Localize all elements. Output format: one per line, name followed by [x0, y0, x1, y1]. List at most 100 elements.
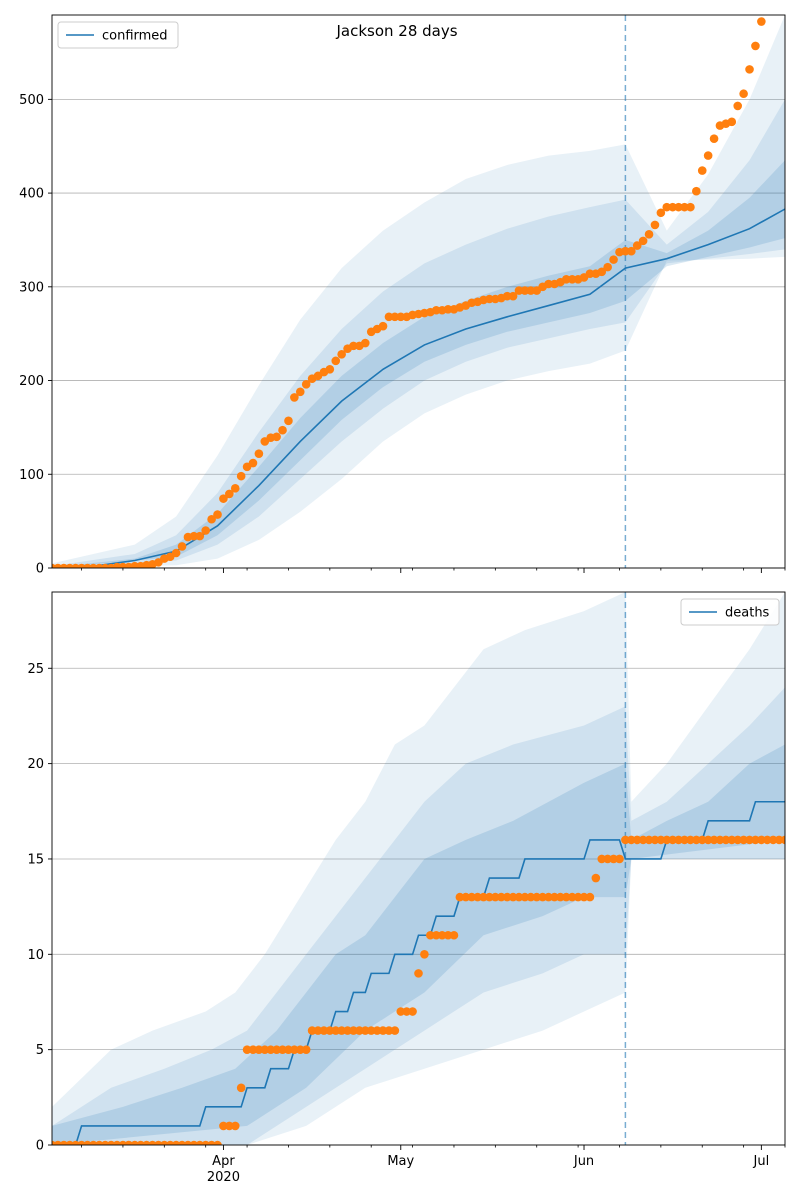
- data-point: [343, 1026, 352, 1035]
- data-point: [561, 275, 571, 284]
- y-tick-label: 0: [36, 1139, 44, 1154]
- data-point: [443, 305, 453, 314]
- data-point: [573, 892, 583, 902]
- data-point: [680, 202, 689, 212]
- band-middle: [52, 99, 785, 568]
- data-point: [366, 1026, 376, 1035]
- data-point: [485, 294, 494, 304]
- data-point: [739, 835, 748, 845]
- data-point: [491, 892, 500, 902]
- data-point: [603, 854, 612, 864]
- data-point: [502, 291, 512, 301]
- data-point: [402, 1007, 411, 1016]
- data-point: [225, 489, 234, 499]
- data-point: [591, 873, 601, 883]
- data-point: [615, 854, 624, 864]
- data-point: [479, 892, 488, 902]
- data-point: [284, 416, 293, 426]
- data-point: [597, 267, 607, 277]
- data-point: [213, 510, 222, 519]
- data-point: [774, 835, 784, 845]
- data-point: [567, 275, 577, 284]
- data-point: [514, 892, 524, 902]
- data-point: [378, 321, 388, 331]
- data-point: [780, 835, 785, 845]
- data-point: [561, 892, 571, 902]
- x-tick-label: May: [387, 1154, 414, 1169]
- data-point: [467, 892, 477, 902]
- data-point: [644, 230, 654, 239]
- data-point: [431, 930, 441, 940]
- data-point: [295, 387, 305, 397]
- band-inner: [52, 744, 785, 1145]
- data-point: [272, 432, 281, 442]
- data-point: [556, 892, 565, 902]
- data-point: [650, 835, 660, 845]
- data-point: [550, 892, 559, 902]
- y-tick-label: 25: [27, 662, 44, 677]
- legend-box: [57, 21, 179, 49]
- data-point: [650, 220, 660, 230]
- x-tick-label: Jul: [753, 1154, 770, 1169]
- data-point: [195, 531, 205, 541]
- plot-area: [52, 15, 785, 568]
- data-point: [242, 1045, 252, 1054]
- data-point: [597, 854, 607, 864]
- data-point: [609, 854, 618, 864]
- data-point: [532, 892, 542, 902]
- data-point: [313, 1026, 323, 1035]
- data-point: [254, 449, 264, 458]
- data-point: [662, 835, 672, 845]
- data-point: [585, 892, 595, 902]
- data-point: [709, 835, 719, 845]
- y-tick-label: 15: [27, 852, 44, 867]
- data-point: [408, 1007, 417, 1016]
- y-tick-label: 5: [36, 1043, 44, 1058]
- data-point: [396, 312, 406, 322]
- data-point: [762, 835, 772, 845]
- y-tick-label: 20: [27, 757, 44, 772]
- data-point: [520, 892, 530, 902]
- data-point: [331, 1026, 341, 1035]
- data-point: [325, 1026, 335, 1035]
- plot-frame: [51, 591, 786, 1146]
- y-tick-label: 0: [36, 562, 44, 577]
- y-tick-label: 400: [19, 187, 44, 202]
- data-point: [272, 1045, 281, 1054]
- data-point: [544, 279, 553, 289]
- y-tick-label: 10: [27, 948, 44, 963]
- data-point: [621, 246, 630, 256]
- data-point: [579, 892, 589, 902]
- data-point: [727, 835, 737, 845]
- data-point: [662, 202, 672, 212]
- data-point: [290, 1045, 299, 1054]
- data-point: [426, 930, 435, 940]
- data-point: [768, 835, 778, 845]
- y-tick-label: 500: [19, 93, 44, 108]
- data-point: [656, 208, 666, 218]
- data-point: [325, 364, 335, 374]
- data-point: [668, 202, 677, 212]
- legend-label: confirmed: [102, 29, 168, 44]
- band-outer: [52, 592, 785, 1145]
- data-point: [697, 835, 707, 845]
- data-point: [284, 1045, 293, 1054]
- data-point: [337, 349, 346, 359]
- data-point: [508, 291, 518, 301]
- data-point: [496, 892, 506, 902]
- series-line-deaths: [52, 800, 785, 1145]
- data-point: [219, 494, 228, 503]
- data-point: [644, 835, 654, 845]
- data-point: [319, 1026, 329, 1035]
- data-point: [686, 835, 695, 845]
- data-point: [692, 186, 701, 196]
- data-point: [638, 236, 648, 246]
- data-point: [301, 1045, 311, 1054]
- x-tick-sublabel: 2020: [207, 1170, 240, 1185]
- data-point: [355, 1026, 364, 1035]
- data-point: [733, 101, 743, 111]
- data-point: [248, 458, 258, 468]
- data-point: [526, 286, 536, 295]
- data-point: [301, 379, 311, 389]
